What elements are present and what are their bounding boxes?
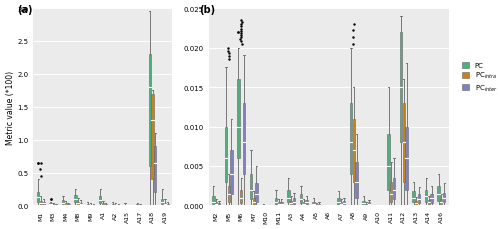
Bar [343, 201, 345, 205]
Bar [102, 204, 104, 206]
Bar [117, 205, 119, 206]
Bar [290, 201, 292, 205]
Bar [375, 205, 377, 206]
Bar [250, 174, 252, 199]
Bar [262, 205, 264, 206]
Bar [325, 205, 327, 206]
Bar [166, 204, 169, 206]
Bar [212, 196, 214, 205]
Bar [406, 127, 407, 190]
Bar [393, 178, 395, 199]
Bar [350, 103, 352, 174]
Bar [74, 195, 76, 202]
Bar [77, 202, 79, 205]
Bar [368, 202, 370, 205]
Bar [312, 202, 314, 205]
Bar [252, 198, 255, 205]
Bar [288, 190, 290, 202]
Bar [37, 192, 40, 202]
Bar [438, 186, 440, 201]
Bar [352, 119, 355, 182]
Y-axis label: Metric value (*100): Metric value (*100) [6, 70, 15, 144]
Bar [40, 201, 42, 205]
Bar [430, 194, 432, 203]
Bar [440, 199, 442, 205]
Bar [80, 203, 82, 205]
Bar [230, 150, 232, 194]
Bar [99, 196, 102, 204]
Bar [425, 190, 427, 202]
Bar [428, 200, 430, 205]
Bar [164, 203, 166, 206]
Text: (b): (b) [199, 5, 215, 15]
Bar [302, 202, 305, 205]
Bar [400, 33, 402, 143]
Bar [114, 205, 116, 206]
Bar [50, 204, 51, 205]
Bar [149, 55, 151, 166]
Bar [315, 204, 318, 206]
Bar [412, 191, 414, 202]
Bar [215, 202, 218, 206]
Bar [52, 204, 54, 206]
Bar [139, 205, 141, 206]
Bar [154, 147, 156, 192]
Bar [225, 127, 227, 182]
Bar [338, 198, 340, 205]
Bar [62, 200, 64, 204]
Bar [124, 205, 126, 206]
Bar [238, 80, 240, 158]
Bar [340, 202, 342, 205]
Bar [443, 193, 445, 202]
Bar [256, 184, 258, 202]
Bar [300, 194, 302, 203]
Bar [418, 195, 420, 203]
Bar [293, 199, 295, 204]
Bar [90, 205, 92, 206]
Bar [388, 135, 390, 190]
Bar [306, 200, 308, 204]
Bar [365, 204, 368, 206]
Bar [68, 204, 70, 206]
Bar [415, 201, 418, 205]
Bar [136, 204, 138, 206]
Bar [243, 103, 245, 174]
Bar [152, 94, 154, 179]
Bar [240, 190, 242, 203]
Bar [104, 204, 107, 206]
Bar [278, 202, 280, 205]
Bar [228, 186, 230, 202]
Bar [218, 203, 220, 206]
Text: (a): (a) [17, 5, 32, 15]
Bar [55, 205, 57, 206]
Bar [356, 162, 358, 198]
Bar [92, 205, 94, 206]
Legend: PC, PC$_{intra}$, PC$_{inter}$: PC, PC$_{intra}$, PC$_{inter}$ [462, 62, 498, 94]
Bar [275, 198, 277, 204]
Bar [280, 202, 282, 205]
Bar [112, 204, 114, 206]
Bar [86, 204, 89, 206]
Bar [161, 199, 164, 204]
Bar [318, 204, 320, 206]
Bar [390, 182, 392, 202]
Bar [64, 204, 67, 206]
Bar [362, 201, 364, 205]
Bar [402, 103, 405, 182]
Bar [42, 202, 44, 205]
